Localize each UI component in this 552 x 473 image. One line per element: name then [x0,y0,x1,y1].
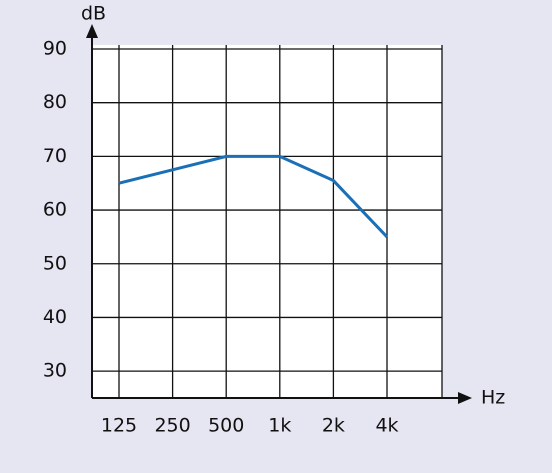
x-tick-label: 2k [322,415,345,437]
y-axis-label: dB [81,3,106,25]
data-line [118,154,389,238]
y-tick-label: 30 [43,360,67,382]
plot-area [92,45,442,398]
y-tick-label: 60 [43,199,67,221]
y-tick-label: 70 [43,145,67,167]
x-tick-label: 250 [154,415,190,437]
x-tick-label: 125 [101,415,137,437]
x-tick-label: 1k [268,415,291,437]
y-axis-arrow [86,24,98,38]
y-tick-label: 80 [43,91,67,113]
y-tick-label: 40 [43,306,67,328]
x-tick-label: 4k [375,415,398,437]
x-axis-label: Hz [481,387,505,409]
x-tick-label: 500 [208,415,244,437]
y-tick-label: 50 [43,252,67,274]
x-axis-arrow [458,392,472,404]
y-tick-label: 90 [43,38,67,60]
